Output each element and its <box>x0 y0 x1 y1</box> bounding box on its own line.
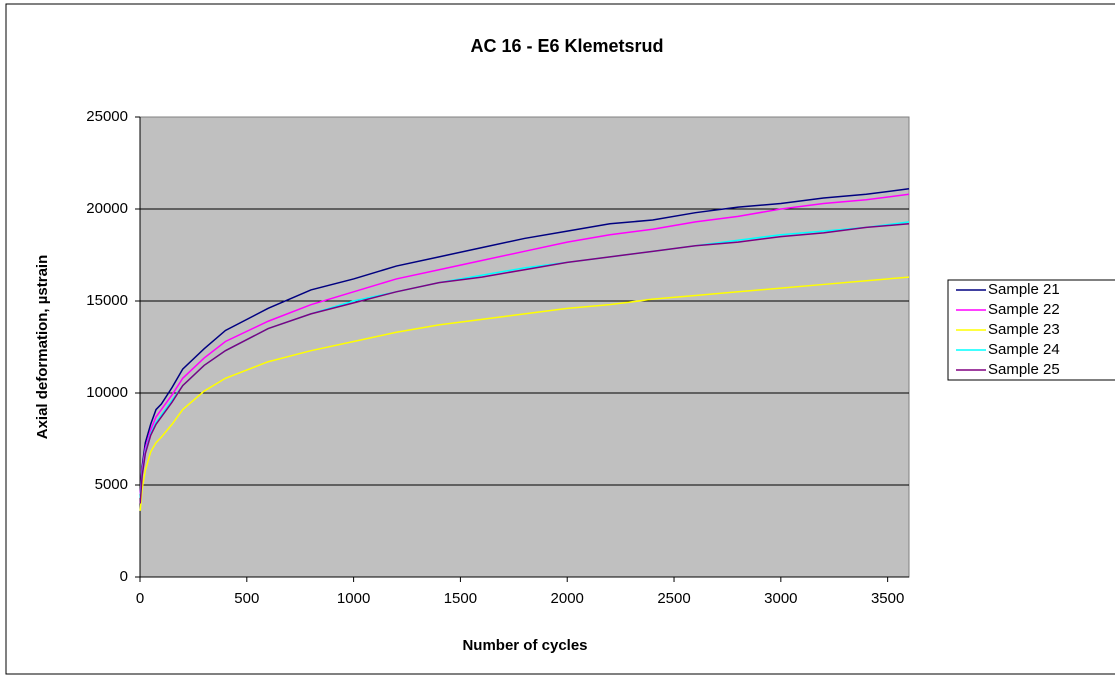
series-line <box>139 221 910 498</box>
y-tick-label: 15000 <box>86 292 128 309</box>
x-axis-title: Number of cycles <box>462 637 587 654</box>
legend-label: Sample 22 <box>988 301 1060 318</box>
x-tick-label: 0 <box>136 590 144 607</box>
x-tick-label: 3500 <box>871 590 904 607</box>
y-tick-label: 10000 <box>86 384 128 401</box>
legend-label: Sample 24 <box>988 341 1060 358</box>
x-tick-label: 2000 <box>551 590 584 607</box>
y-axis-title: Axial deformation, µstrain <box>34 255 51 440</box>
y-tick-label: 0 <box>120 568 128 585</box>
x-tick-label: 1000 <box>337 590 370 607</box>
x-tick-label: 3000 <box>764 590 797 607</box>
legend-label: Sample 23 <box>988 321 1060 338</box>
series-line <box>139 276 910 511</box>
series-line <box>139 222 910 504</box>
y-tick-label: 20000 <box>86 200 128 217</box>
x-tick-label: 2500 <box>657 590 690 607</box>
legend-label: Sample 21 <box>988 281 1060 298</box>
y-tick-label: 25000 <box>86 108 128 125</box>
y-tick-label: 5000 <box>95 476 128 493</box>
series-line <box>139 193 910 495</box>
x-tick-label: 1500 <box>444 590 477 607</box>
x-tick-label: 500 <box>234 590 259 607</box>
chart-title: AC 16 - E6 Klemetsrud <box>470 36 663 56</box>
series-line <box>139 188 910 495</box>
legend-label: Sample 25 <box>988 361 1060 378</box>
plot-area <box>139 116 910 578</box>
